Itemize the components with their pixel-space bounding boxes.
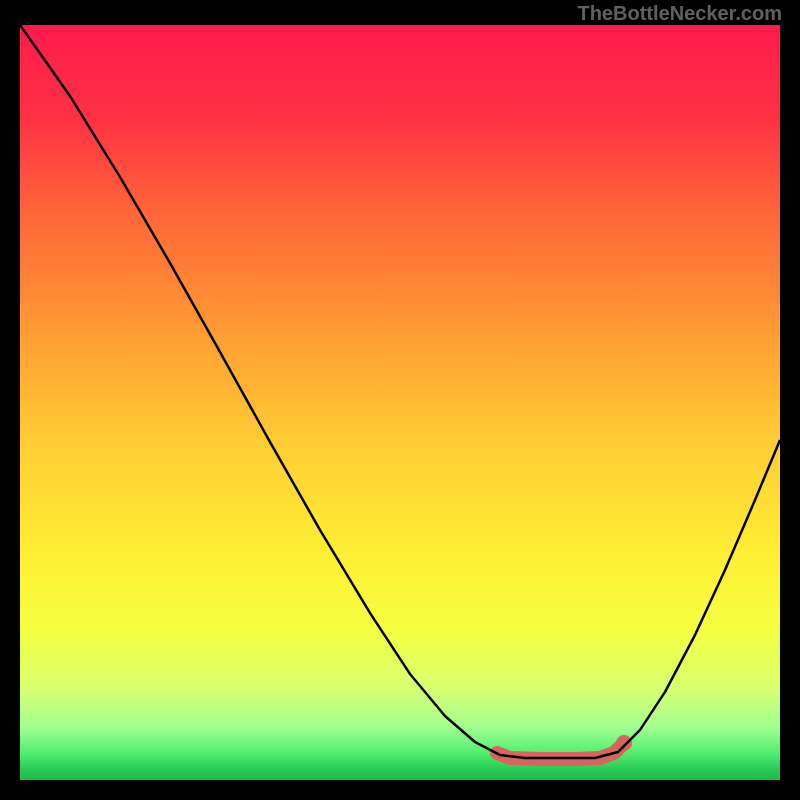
- bottleneck-curve: [20, 25, 780, 758]
- plot-area: [20, 25, 780, 780]
- watermark-text: TheBottleNecker.com: [577, 3, 782, 26]
- chart-container: TheBottleNecker.com: [0, 0, 800, 800]
- valley-marker-dot: [616, 735, 632, 751]
- curve-svg: [0, 0, 800, 800]
